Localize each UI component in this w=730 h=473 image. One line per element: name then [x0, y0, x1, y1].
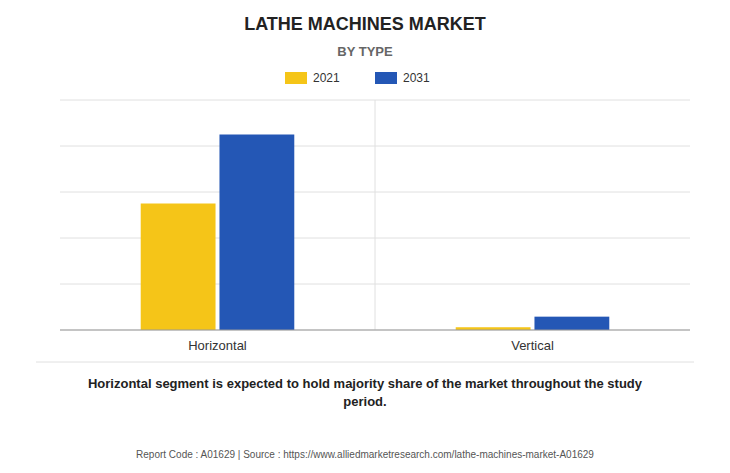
legend-swatch: [375, 72, 397, 84]
legend: 2021 2031: [285, 71, 430, 85]
caption-divider: [36, 362, 694, 363]
x-tick-label: Vertical: [511, 338, 554, 353]
legend-swatch: [285, 72, 307, 84]
bar: [141, 204, 216, 331]
caption: Horizontal segment is expected to hold m…: [88, 376, 643, 409]
bar: [534, 317, 609, 330]
bars: [141, 135, 610, 331]
footer: Report Code : A01629 | Source : https://…: [136, 449, 594, 460]
grid: [60, 100, 690, 330]
bar: [219, 135, 294, 331]
legend-label: 2031: [403, 71, 430, 85]
group-divider: [375, 100, 376, 330]
x-axis-line: [60, 330, 690, 331]
title: LATHE MACHINES MARKET: [244, 14, 486, 34]
x-tick-label: Horizontal: [188, 338, 247, 353]
chart: LATHE MACHINES MARKET BY TYPE 2021 2031 Hori…: [0, 0, 730, 473]
legend-label: 2021: [313, 71, 340, 85]
grid-line: [60, 330, 690, 331]
subtitle: BY TYPE: [337, 44, 393, 59]
